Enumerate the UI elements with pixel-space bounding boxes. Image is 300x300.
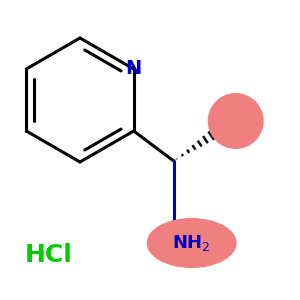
Circle shape — [208, 93, 264, 149]
Text: HCl: HCl — [25, 243, 73, 267]
Text: NH$_2$: NH$_2$ — [172, 233, 211, 253]
Text: N: N — [126, 59, 142, 79]
Ellipse shape — [147, 218, 237, 268]
